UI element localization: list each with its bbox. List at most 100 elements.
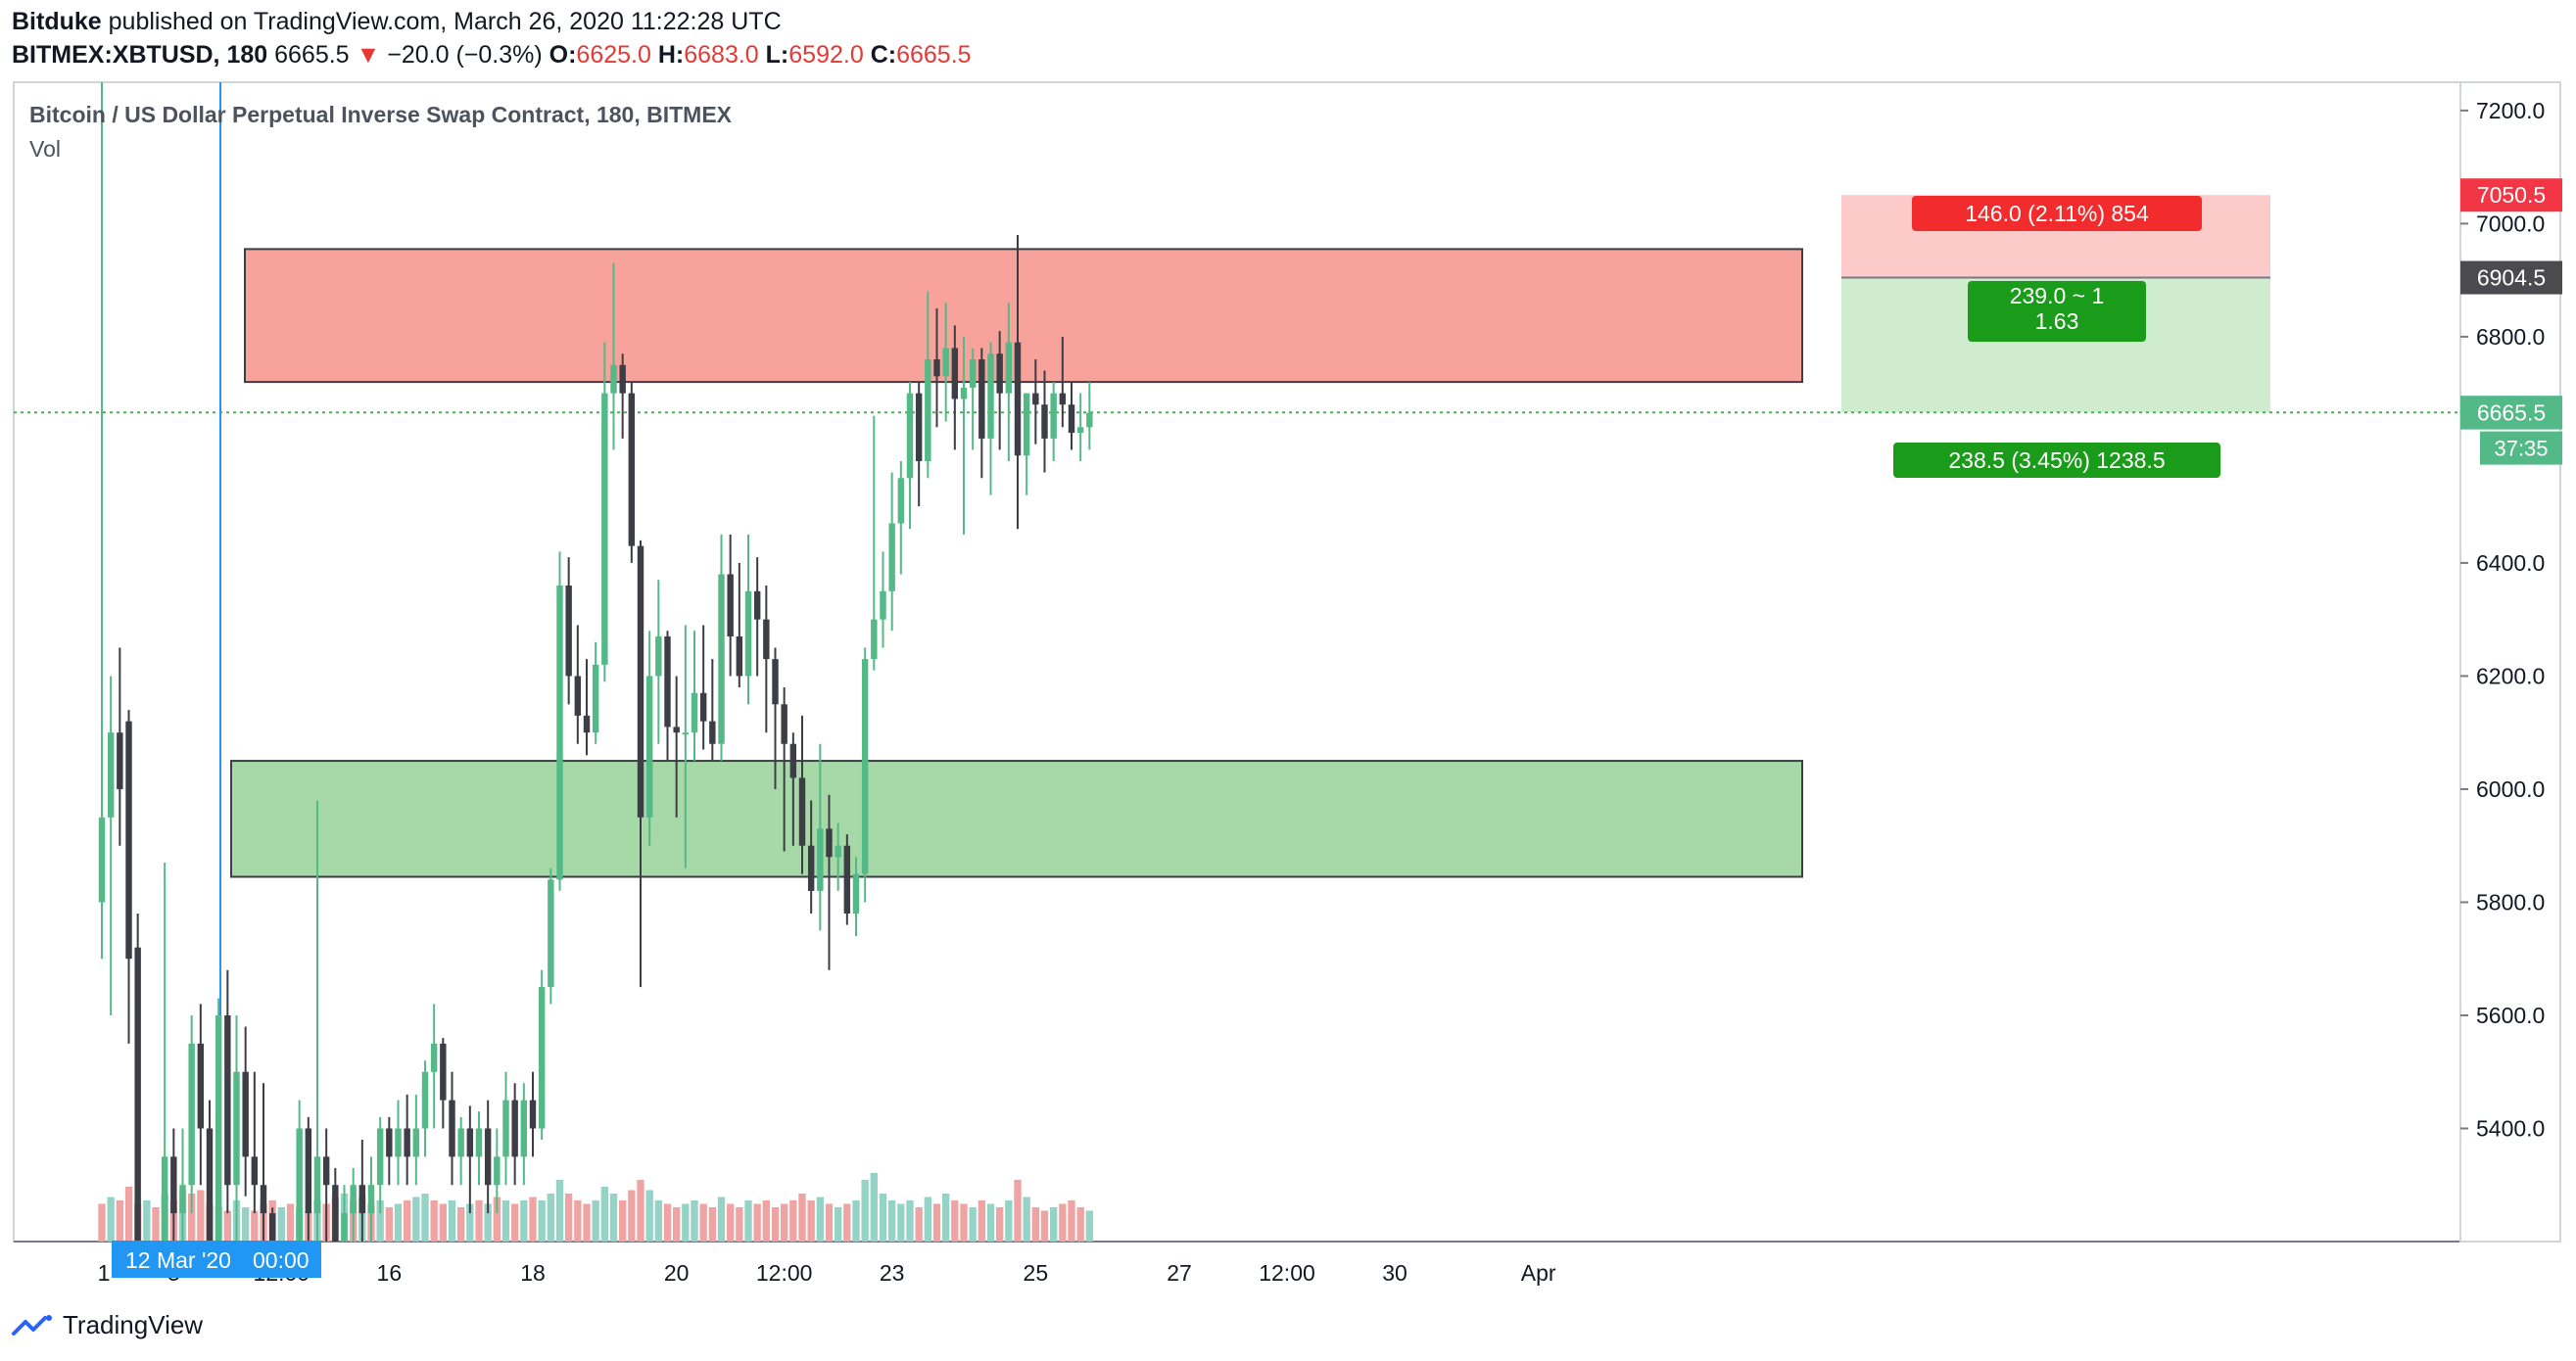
candle-body[interactable] — [449, 1100, 455, 1157]
candle-body[interactable] — [322, 1156, 330, 1186]
candle-body[interactable] — [933, 359, 940, 377]
candle-body[interactable] — [736, 636, 743, 677]
candle-body[interactable] — [233, 1071, 240, 1186]
candle-body[interactable] — [251, 1156, 259, 1186]
candle-body[interactable] — [494, 1156, 501, 1186]
candle-body[interactable] — [395, 1128, 402, 1157]
publisher-name[interactable]: Bitduke — [12, 8, 102, 35]
candle-body[interactable] — [987, 353, 994, 439]
candle-body[interactable] — [727, 574, 734, 637]
candle-body[interactable] — [673, 727, 680, 733]
ratio-label-box[interactable] — [1968, 281, 2146, 342]
candle-body[interactable] — [744, 590, 752, 677]
candle-body[interactable] — [296, 1128, 303, 1242]
candle-body[interactable] — [134, 947, 141, 1242]
candle-body[interactable] — [430, 1043, 438, 1072]
resistance-zone[interactable] — [244, 248, 1803, 384]
candle-body[interactable] — [574, 676, 582, 716]
candle-body[interactable] — [1014, 342, 1022, 456]
candle-body[interactable] — [906, 393, 914, 479]
candle-body[interactable] — [1086, 412, 1093, 428]
candle-body[interactable] — [592, 664, 599, 733]
candle-body[interactable] — [358, 1185, 366, 1214]
candle-body[interactable] — [440, 1043, 447, 1101]
candle-body[interactable] — [1005, 342, 1013, 394]
candle-body[interactable] — [942, 348, 949, 377]
candle-body[interactable] — [367, 1185, 375, 1214]
candle-body[interactable] — [107, 732, 115, 818]
candle-body[interactable] — [852, 873, 860, 915]
candle-body[interactable] — [691, 692, 698, 733]
candle-body[interactable] — [529, 1100, 537, 1129]
candle-body[interactable] — [1041, 404, 1048, 439]
candle-body[interactable] — [915, 393, 923, 461]
candle-body[interactable] — [682, 732, 690, 735]
candle-body[interactable] — [645, 676, 653, 818]
candle-body[interactable] — [637, 545, 644, 818]
candle-body[interactable] — [313, 1156, 321, 1214]
candle-body[interactable] — [305, 1128, 312, 1214]
candle-body[interactable] — [798, 777, 806, 846]
candle-body[interactable] — [888, 523, 895, 591]
candle-body[interactable] — [197, 1043, 205, 1129]
candle-body[interactable] — [350, 1185, 357, 1214]
candle-body[interactable] — [619, 364, 626, 394]
candle-body[interactable] — [1076, 427, 1084, 434]
candle-body[interactable] — [789, 743, 797, 778]
candle-body[interactable] — [170, 1156, 177, 1214]
candle-body[interactable] — [1050, 393, 1057, 439]
candle-body[interactable] — [215, 1014, 222, 1242]
candle-body[interactable] — [341, 1213, 348, 1242]
tradingview-brand[interactable]: TradingView — [12, 1310, 203, 1340]
candle-body[interactable] — [772, 659, 779, 705]
candle-body[interactable] — [1023, 393, 1030, 456]
candle-body[interactable] — [376, 1128, 384, 1186]
price-axis[interactable] — [2459, 81, 2561, 1243]
candle-body[interactable] — [781, 704, 787, 744]
candle-body[interactable] — [386, 1128, 393, 1157]
candle-body[interactable] — [412, 1128, 420, 1157]
candle-body[interactable] — [843, 845, 851, 915]
candle-body[interactable] — [835, 845, 841, 858]
candle-body[interactable] — [457, 1128, 464, 1157]
candle-body[interactable] — [502, 1100, 509, 1157]
candle-body[interactable] — [763, 619, 770, 660]
candle-body[interactable] — [421, 1071, 429, 1129]
candle-body[interactable] — [699, 692, 707, 722]
candle-body[interactable] — [871, 619, 878, 660]
candle-body[interactable] — [538, 987, 546, 1129]
candle-body[interactable] — [260, 1185, 267, 1214]
candle-body[interactable] — [466, 1128, 474, 1157]
candle-body[interactable] — [1032, 393, 1039, 405]
candle-body[interactable] — [98, 817, 106, 903]
candle-body[interactable] — [268, 1213, 276, 1242]
candle-body[interactable] — [951, 348, 959, 399]
candle-body[interactable] — [861, 659, 869, 874]
candle-body[interactable] — [117, 732, 123, 789]
stop-label-box[interactable] — [1912, 196, 2202, 231]
candle-body[interactable] — [484, 1128, 492, 1186]
candle-body[interactable] — [161, 1156, 168, 1242]
candle-body[interactable] — [404, 1128, 410, 1157]
candle-body[interactable] — [978, 359, 985, 439]
symbol-label[interactable]: BITMEX:XBTUSD, 180 — [12, 41, 268, 69]
candle-body[interactable] — [242, 1071, 249, 1157]
candle-body[interactable] — [125, 721, 132, 960]
candle-body[interactable] — [475, 1128, 483, 1157]
candle-body[interactable] — [880, 590, 886, 620]
candle-body[interactable] — [610, 364, 617, 394]
candle-body[interactable] — [996, 353, 1003, 394]
candle-body[interactable] — [520, 1100, 528, 1157]
support-zone[interactable] — [230, 760, 1803, 878]
candle-body[interactable] — [969, 359, 977, 388]
target-label-box[interactable] — [1893, 443, 2220, 478]
candle-body[interactable] — [709, 721, 716, 744]
candle-body[interactable] — [556, 586, 563, 880]
candle-body[interactable] — [826, 828, 833, 858]
candle-body[interactable] — [565, 586, 572, 677]
candle-body[interactable] — [807, 845, 815, 891]
candle-body[interactable] — [583, 715, 591, 733]
candle-body[interactable] — [718, 574, 725, 744]
candle-body[interactable] — [1068, 404, 1075, 434]
